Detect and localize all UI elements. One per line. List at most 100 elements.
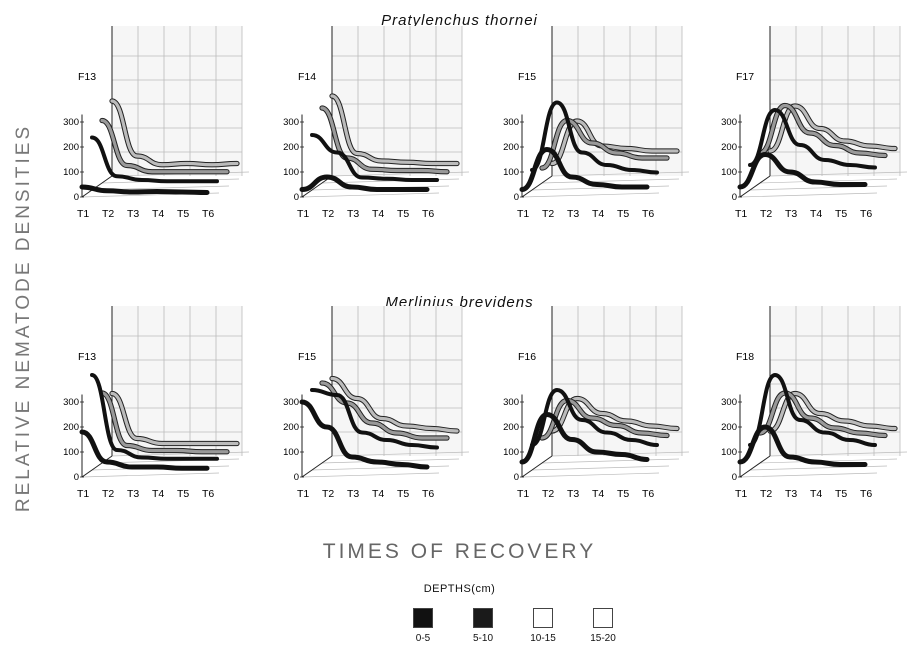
depth-axis bbox=[301, 455, 333, 478]
series-line-10-15 bbox=[540, 118, 669, 170]
legend-swatch-15-20 bbox=[593, 608, 613, 628]
x-tick-label: T1 bbox=[517, 488, 529, 500]
x-tick-label: T3 bbox=[347, 208, 359, 220]
x-tick-label: T6 bbox=[422, 488, 434, 500]
y-tick-label: 0 bbox=[294, 192, 299, 203]
x-tick-label: T6 bbox=[202, 208, 214, 220]
floor-line bbox=[301, 472, 440, 478]
x-tick-label: T3 bbox=[567, 208, 579, 220]
panel-label: F15 bbox=[298, 351, 316, 363]
panel-label: F13 bbox=[78, 351, 96, 363]
series-line-5-10 bbox=[90, 373, 219, 461]
panel-pratylenchus-F17: F17 0 100 200 300 T1 T2 T3 T4 T5 T6 bbox=[721, 26, 908, 220]
panel-label: F16 bbox=[518, 351, 536, 363]
back-wall bbox=[770, 26, 900, 176]
title-pratylenchus: Pratylenchus thornei bbox=[381, 12, 538, 29]
y-tick-label: 100 bbox=[283, 167, 299, 178]
legend-swatch-5-10 bbox=[473, 608, 493, 628]
back-wall bbox=[770, 306, 900, 456]
x-tick-label: T2 bbox=[102, 488, 114, 500]
x-tick-label: T2 bbox=[760, 208, 772, 220]
series-line-5-10 bbox=[530, 387, 659, 447]
back-wall bbox=[332, 26, 462, 176]
x-tick-label: T2 bbox=[760, 488, 772, 500]
x-tick-label: T4 bbox=[810, 488, 822, 500]
y-tick-label: 300 bbox=[283, 397, 299, 408]
floor-line bbox=[541, 458, 680, 464]
floor-line bbox=[749, 185, 888, 191]
panel-label: F15 bbox=[518, 71, 536, 83]
series-line-5-10 bbox=[748, 107, 877, 170]
panel-merlinius-F15: F15 0 100 200 300 T1 T2 T3 T4 T5 T6 bbox=[283, 306, 470, 500]
depth-axis bbox=[739, 175, 771, 198]
y-tick-label: 200 bbox=[283, 142, 299, 153]
legend-item-15-20: 15-20 bbox=[575, 608, 631, 644]
series-line-0-5 bbox=[79, 429, 210, 471]
legend: 0-5 5-10 10-15 15-20 bbox=[395, 608, 635, 658]
y-tick-label: 300 bbox=[503, 117, 519, 128]
legend-item-0-5: 0-5 bbox=[395, 608, 451, 644]
y-tick-label: 300 bbox=[503, 397, 519, 408]
x-tick-label: T5 bbox=[397, 488, 409, 500]
x-tick-label: T6 bbox=[642, 208, 654, 220]
panel-label: F18 bbox=[736, 351, 754, 363]
x-tick-label: T2 bbox=[542, 488, 554, 500]
series-line-0-5 bbox=[519, 411, 650, 465]
legend-item-10-15: 10-15 bbox=[515, 608, 571, 644]
panel-label: F14 bbox=[298, 71, 316, 83]
panel-merlinius-F18: F18 0 100 200 300 T1 T2 T3 T4 T5 T6 bbox=[721, 306, 908, 500]
series-line-5-10 bbox=[310, 388, 439, 450]
back-wall bbox=[552, 306, 682, 456]
series-line-0-5 bbox=[299, 174, 430, 193]
x-tick-label: T2 bbox=[322, 488, 334, 500]
x-tick-label: T6 bbox=[202, 488, 214, 500]
x-tick-label: T2 bbox=[102, 208, 114, 220]
x-tick-label: T6 bbox=[422, 208, 434, 220]
x-tick-label: T1 bbox=[517, 208, 529, 220]
series-line-10-15 bbox=[758, 391, 887, 438]
x-tick-label: T5 bbox=[835, 208, 847, 220]
y-tick-label: 300 bbox=[721, 117, 737, 128]
y-tick-label: 0 bbox=[732, 472, 737, 483]
x-tick-label: T2 bbox=[542, 208, 554, 220]
floor-line bbox=[521, 472, 660, 478]
x-tick-label: T5 bbox=[835, 488, 847, 500]
depth-axis bbox=[739, 455, 771, 478]
x-tick-label: T3 bbox=[785, 208, 797, 220]
y-tick-label: 100 bbox=[63, 447, 79, 458]
x-tick-label: T3 bbox=[127, 208, 139, 220]
series-line-0-5 bbox=[519, 146, 650, 192]
x-tick-label: T3 bbox=[347, 488, 359, 500]
x-tick-label: T4 bbox=[592, 208, 604, 220]
y-tick-label: 200 bbox=[721, 422, 737, 433]
y-tick-label: 0 bbox=[74, 192, 79, 203]
floor-line bbox=[81, 472, 220, 478]
y-tick-label: 200 bbox=[503, 422, 519, 433]
panel-merlinius-F16: F16 0 100 200 300 T1 T2 T3 T4 T5 T6 bbox=[503, 306, 690, 500]
panel-label: F17 bbox=[736, 71, 754, 83]
legend-label-10-15: 10-15 bbox=[530, 633, 556, 644]
x-tick-label: T1 bbox=[77, 208, 89, 220]
x-tick-label: T4 bbox=[372, 208, 384, 220]
y-tick-label: 200 bbox=[721, 142, 737, 153]
floor-line bbox=[739, 192, 878, 198]
y-tick-label: 0 bbox=[732, 192, 737, 203]
x-tick-label: T3 bbox=[127, 488, 139, 500]
panel-pratylenchus-F14: F14 0 100 200 300 T1 T2 T3 T4 T5 T6 bbox=[283, 26, 470, 220]
y-tick-label: 0 bbox=[514, 472, 519, 483]
y-tick-label: 300 bbox=[63, 397, 79, 408]
x-tick-label: T4 bbox=[152, 208, 164, 220]
panel-pratylenchus-F15: F15 0 100 200 300 T1 T2 T3 T4 T5 T6 bbox=[503, 26, 690, 220]
back-wall bbox=[112, 306, 242, 456]
depth-axis bbox=[81, 175, 113, 198]
floor-line bbox=[739, 472, 878, 478]
series-line-10-15 bbox=[100, 118, 229, 174]
series-line-15-20 bbox=[330, 376, 459, 433]
y-tick-label: 100 bbox=[503, 167, 519, 178]
x-tick-label: T1 bbox=[735, 488, 747, 500]
floor-line bbox=[769, 171, 908, 177]
x-tick-label: T1 bbox=[735, 208, 747, 220]
x-tick-label: T4 bbox=[810, 208, 822, 220]
x-tick-label: T3 bbox=[785, 488, 797, 500]
